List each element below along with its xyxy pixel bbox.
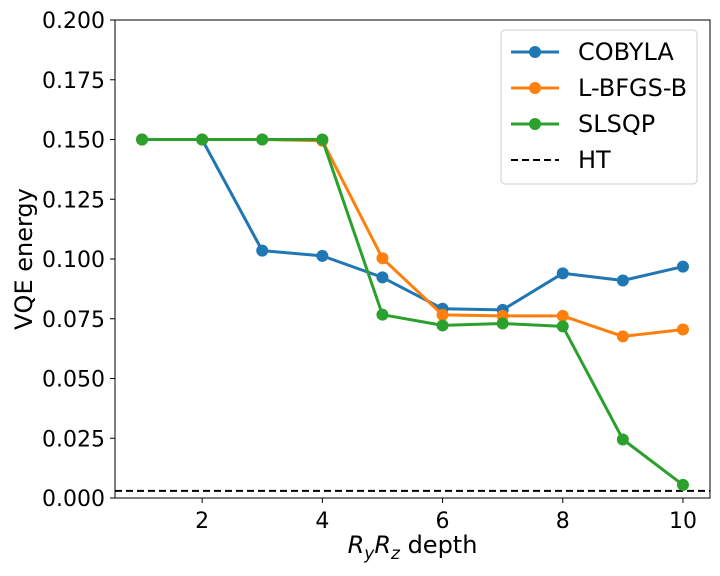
data-point-slsqp	[436, 319, 449, 332]
y-tick-label: 0.175	[42, 69, 105, 94]
data-point-l-bfgs-b	[436, 308, 449, 321]
legend-box	[500, 29, 698, 185]
x-tick-label: 8	[556, 509, 570, 534]
data-point-cobyla	[556, 267, 569, 280]
legend-label-cobyla: COBYLA	[578, 38, 674, 66]
data-point-l-bfgs-b	[556, 309, 569, 322]
x-axis-label-base1: R	[348, 531, 365, 559]
x-axis-label-base2: R	[374, 531, 391, 559]
data-point-slsqp	[556, 320, 569, 333]
x-axis-label-sub2: z	[390, 544, 401, 564]
x-tick-label: 2	[195, 509, 209, 534]
legend-marker-cobyla	[529, 46, 541, 58]
data-point-slsqp	[256, 133, 269, 146]
data-point-cobyla	[316, 249, 329, 262]
series-line-cobyla	[142, 138, 684, 312]
series-line-slsqp	[142, 138, 684, 487]
y-tick-label: 0.100	[42, 248, 105, 273]
data-point-slsqp	[676, 478, 689, 491]
legend-label-slsqp: SLSQP	[578, 110, 655, 138]
y-tick-label: 0.050	[42, 368, 105, 393]
y-tick-label: 0.075	[42, 308, 105, 333]
y-tick-label: 0.150	[42, 129, 105, 154]
data-point-l-bfgs-b	[376, 252, 389, 265]
legend-marker-l-bfgs-b	[529, 82, 541, 94]
plot-area	[115, 133, 710, 492]
x-axis-label: RyRz depth	[348, 531, 478, 564]
data-point-slsqp	[616, 433, 629, 446]
data-point-slsqp	[196, 133, 209, 146]
data-point-l-bfgs-b	[616, 330, 629, 343]
x-axis-label-sub1: y	[363, 544, 375, 564]
y-tick-label: 0.125	[42, 188, 105, 213]
x-axis-label-rest: depth	[400, 531, 477, 559]
legend: COBYLA L-BFGS-B SLSQP HT	[500, 29, 698, 185]
y-axis-label: VQE energy	[10, 188, 38, 330]
data-point-slsqp	[496, 317, 509, 330]
data-point-cobyla	[616, 274, 629, 287]
x-tick-label: 4	[315, 509, 329, 534]
data-point-slsqp	[136, 133, 149, 146]
y-tick-label: 0.025	[42, 427, 105, 452]
data-point-l-bfgs-b	[676, 323, 689, 336]
data-point-cobyla	[376, 271, 389, 284]
data-point-cobyla	[676, 260, 689, 273]
y-tick-label: 0.200	[42, 9, 105, 34]
legend-marker-slsqp	[529, 118, 541, 130]
data-point-slsqp	[316, 133, 329, 146]
legend-label-l-bfgs-b: L-BFGS-B	[578, 74, 687, 102]
x-tick-label: 6	[436, 509, 450, 534]
x-axis: 2 4 6 8 10	[195, 498, 697, 534]
data-point-slsqp	[376, 308, 389, 321]
y-tick-label: 0.000	[42, 487, 105, 512]
legend-label-ht: HT	[578, 146, 611, 174]
data-point-cobyla	[256, 244, 269, 257]
y-axis: 0.000 0.025 0.050 0.075 0.100 0.125 0.150 0.175…	[42, 9, 115, 512]
x-tick-label: 10	[669, 509, 697, 534]
